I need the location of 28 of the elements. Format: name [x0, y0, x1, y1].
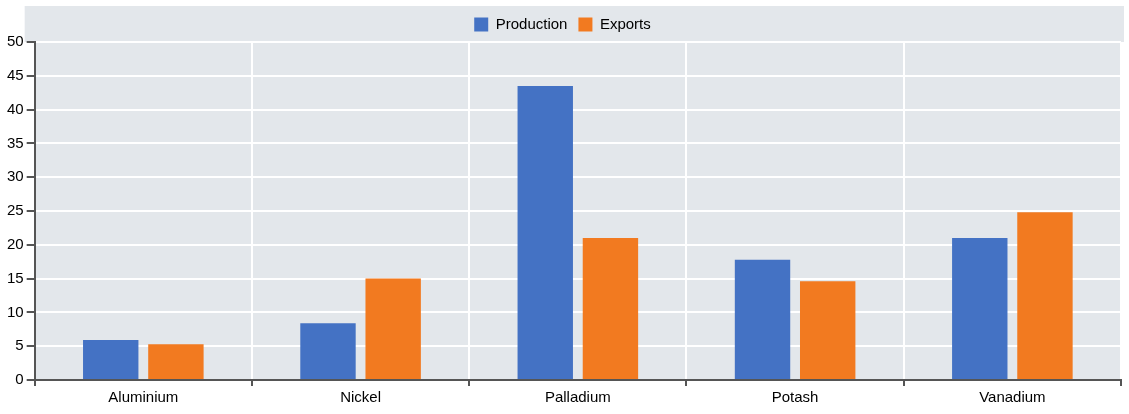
legend-label: Exports — [599, 14, 651, 32]
x-tick-label: Nickel — [340, 388, 381, 406]
bar — [83, 340, 139, 379]
bar — [952, 238, 1008, 379]
legend-label: Production — [495, 14, 568, 32]
bar — [300, 323, 356, 379]
bar — [582, 238, 639, 379]
y-tick-label: 10 — [7, 302, 24, 320]
bar — [1017, 212, 1073, 379]
y-tick-label: 30 — [7, 167, 24, 185]
bar — [365, 278, 421, 379]
x-tick-label: Aluminium — [108, 388, 179, 406]
y-tick-label: 35 — [7, 133, 24, 151]
y-tick-label: 20 — [7, 234, 24, 252]
y-tick-label: 15 — [7, 268, 24, 286]
y-tick-label: 25 — [7, 201, 24, 219]
bar — [517, 85, 573, 379]
bar — [734, 259, 791, 379]
y-tick-label: 45 — [7, 65, 24, 83]
y-tick-label: 5 — [15, 336, 24, 354]
y-tick-label: 40 — [7, 99, 24, 117]
bar — [799, 281, 856, 379]
y-tick-label: 50 — [7, 32, 24, 50]
x-tick-label: Potash — [771, 388, 819, 406]
y-tick-label: 0 — [15, 370, 24, 388]
bar — [148, 344, 204, 379]
x-tick-label: Vanadium — [979, 388, 1046, 406]
x-tick-label: Palladium — [544, 388, 611, 406]
